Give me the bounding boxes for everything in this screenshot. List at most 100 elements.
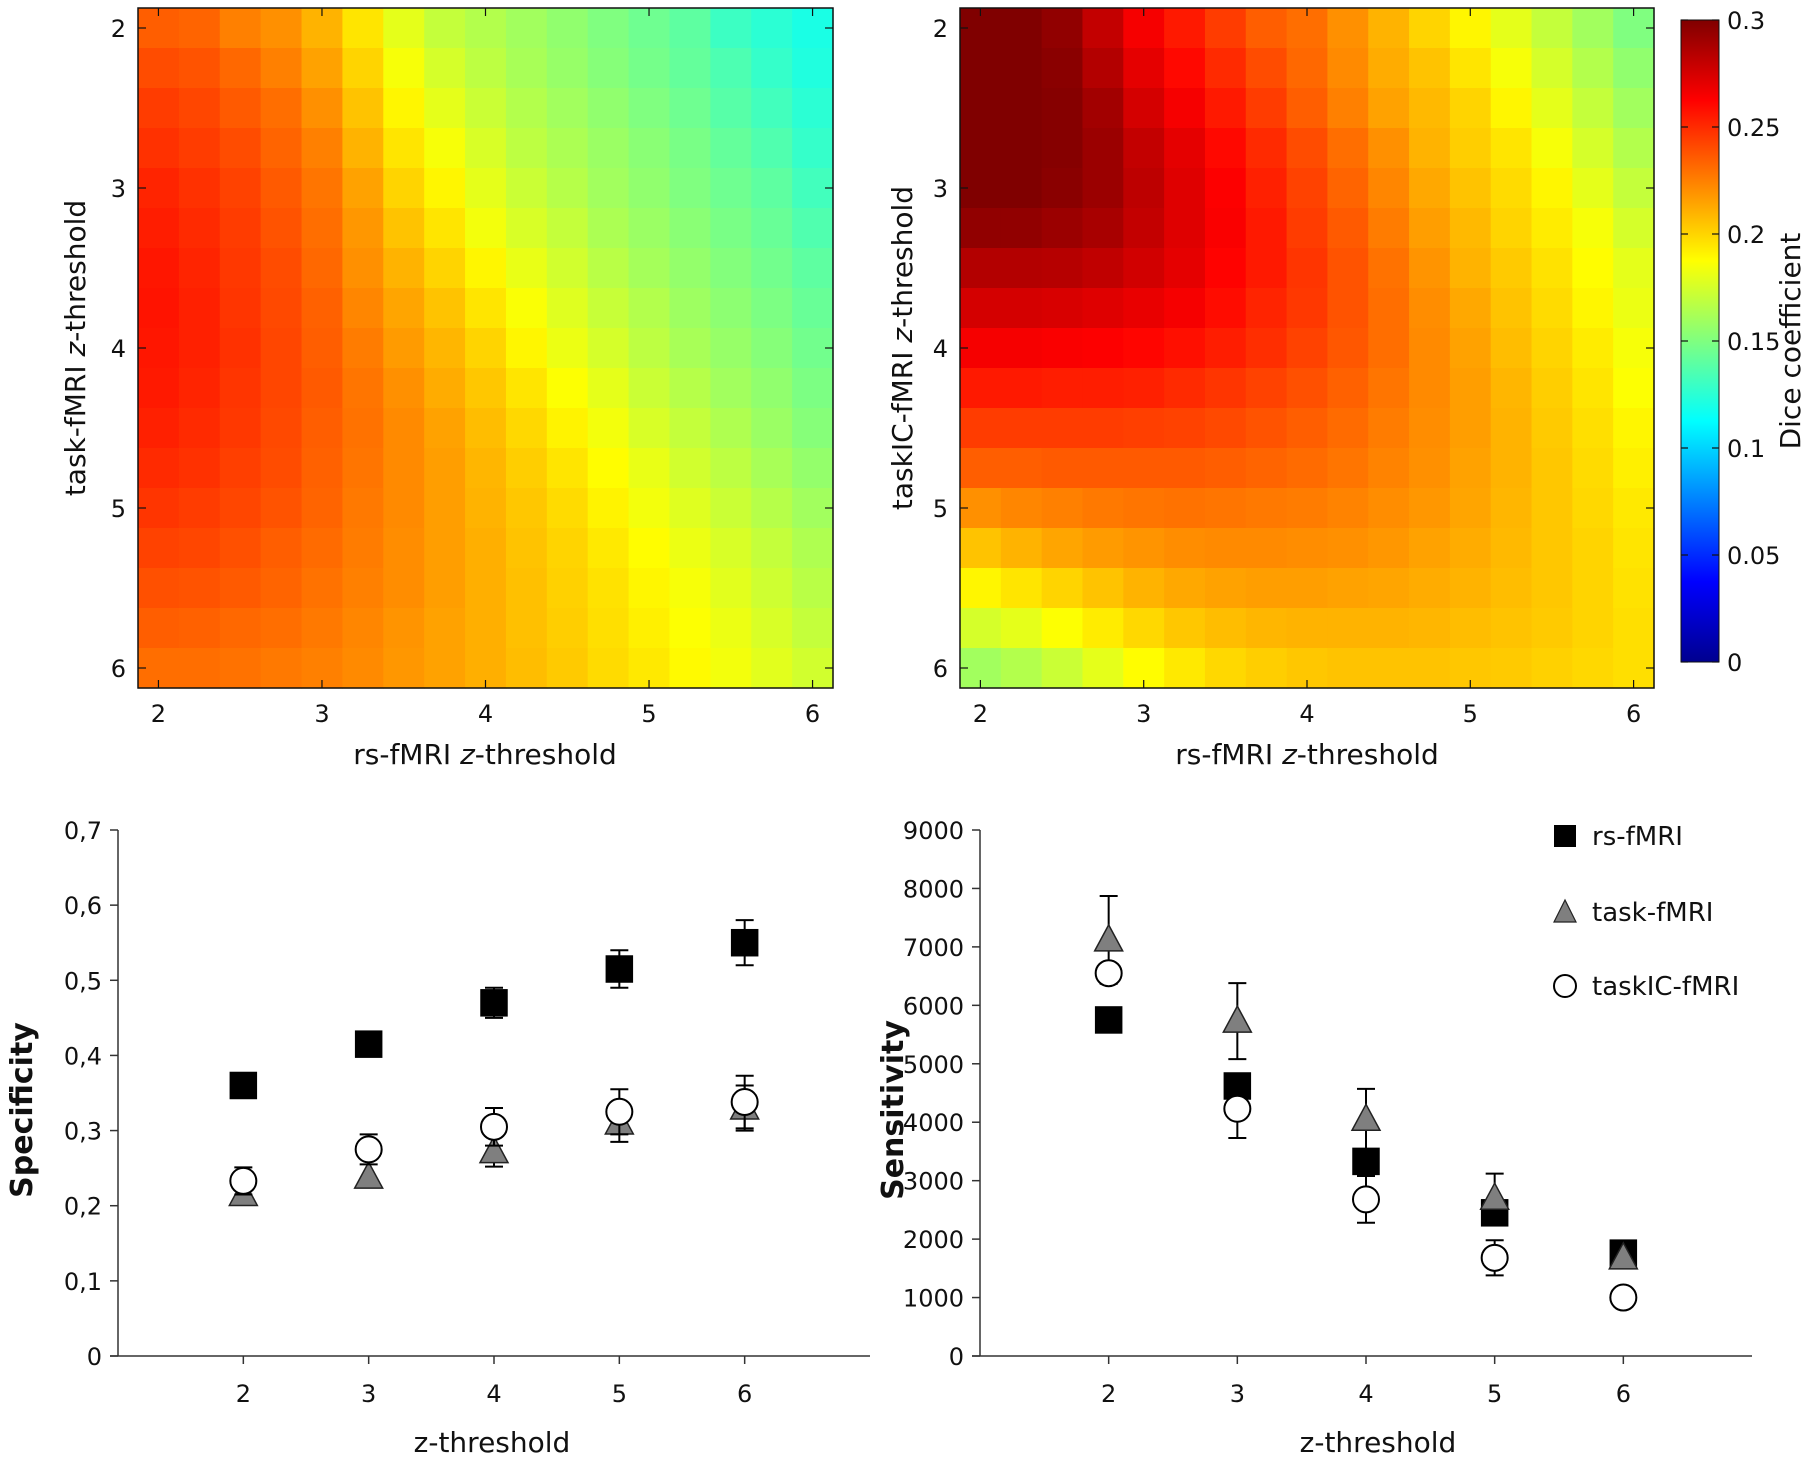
heatmap-cell <box>1409 528 1451 569</box>
heatmap-cell <box>751 248 793 289</box>
heatmap-cell <box>710 128 752 169</box>
heatmap-cell <box>1041 208 1084 249</box>
heatmap-cell <box>960 88 1002 129</box>
heatmap-cell <box>1572 248 1614 289</box>
chart-x-label: z-threshold <box>1300 1426 1457 1459</box>
heatmap-cell <box>1123 288 1165 329</box>
heatmap-cell <box>1245 648 1288 689</box>
heatmap-cell <box>424 208 466 249</box>
heatmap-cell <box>465 288 507 329</box>
heatmap-cell <box>1613 408 1655 449</box>
heatmap-cell <box>1041 168 1084 209</box>
heatmap-cell <box>669 648 711 689</box>
heatmap-cell <box>1327 128 1369 169</box>
heatmap-cell <box>1123 608 1165 649</box>
heatmap-cell <box>465 248 507 289</box>
colorbar-tick-label: 0.05 <box>1727 542 1780 570</box>
heatmap-cell <box>1082 248 1124 289</box>
heatmap-cell <box>587 208 630 249</box>
heatmap-cell <box>751 88 793 129</box>
series-rs-fMRI <box>229 919 759 1100</box>
heatmap-cell <box>1164 488 1206 529</box>
y-tick-label: 0,1 <box>64 1268 102 1296</box>
heatmap-cell <box>505 8 548 49</box>
heatmap-cell <box>1531 448 1573 489</box>
heatmap-cell <box>587 288 630 329</box>
heatmap-cell <box>1572 608 1614 649</box>
heatmap-cell <box>260 328 303 369</box>
heatmap-cell <box>1531 168 1573 209</box>
heatmap-cell <box>1409 48 1451 89</box>
colorbar-tick-label: 0.15 <box>1727 328 1780 356</box>
heatmap-cell <box>1409 288 1451 329</box>
heatmap-cell <box>669 128 711 169</box>
heatmap-cell <box>424 528 466 569</box>
heatmap-cell <box>178 48 221 89</box>
heatmap-cell <box>587 448 630 489</box>
heatmap-x-label: rs-fMRI z-threshold <box>1175 738 1439 771</box>
y-tick-label: 5 <box>111 495 126 523</box>
heatmap-cell <box>1327 408 1369 449</box>
heatmap-cell <box>301 608 344 649</box>
colorbar-ticks: 0 0.05 0.1 0.15 0.2 0.25 0.3 <box>1681 7 1780 677</box>
heatmap-cell <box>1082 168 1124 209</box>
heatmap-cell <box>628 168 671 209</box>
heatmap-cell <box>424 168 466 209</box>
heatmap-cell <box>1286 328 1329 369</box>
heatmap-cell <box>342 368 384 409</box>
x-tick-label: 3 <box>361 1380 376 1408</box>
heatmap-cell <box>628 608 671 649</box>
heatmap-cell <box>1572 368 1614 409</box>
heatmap-cell <box>587 248 630 289</box>
heatmap-cell <box>1204 8 1247 49</box>
heatmap-cell <box>1368 168 1410 209</box>
heatmap-cell <box>1082 208 1124 249</box>
heatmap-cell <box>1286 248 1329 289</box>
heatmap-cell <box>178 528 221 569</box>
heatmap-cell <box>1449 328 1492 369</box>
heatmap-cell <box>1368 288 1410 329</box>
chart-axes: 0 0,1 0,2 0,3 0,4 0,5 0,6 0,7 2 3 4 5 6 <box>64 817 870 1408</box>
heatmap-cell <box>1123 368 1165 409</box>
heatmap-cell <box>546 88 589 129</box>
heatmap-cell <box>1368 648 1410 689</box>
heatmap-cell <box>546 608 589 649</box>
heatmap-cell <box>1531 528 1573 569</box>
heatmap-cell <box>669 568 711 609</box>
heatmap-cell <box>301 48 344 89</box>
heatmap-cell <box>1041 328 1084 369</box>
heatmap-cell <box>1409 328 1451 369</box>
data-point <box>354 1030 383 1058</box>
heatmap-cell <box>1204 488 1247 529</box>
heatmap-cell <box>1327 48 1369 89</box>
heatmap-cell <box>383 8 425 49</box>
heatmap-cell <box>751 608 793 649</box>
heatmap-cell <box>1368 448 1410 489</box>
colorbar-tick-label: 0.3 <box>1727 7 1765 35</box>
heatmap-cell <box>383 648 425 689</box>
heatmap-cell <box>792 88 834 129</box>
heatmap-cell <box>1041 408 1084 449</box>
heatmap-cell <box>260 8 303 49</box>
heatmap-cell <box>1613 128 1655 169</box>
heatmap-cell <box>505 488 548 529</box>
heatmap-cell <box>1327 248 1369 289</box>
heatmap-cell <box>1327 488 1369 529</box>
heatmap-cell <box>1164 8 1206 49</box>
heatmap-cell <box>1041 288 1084 329</box>
heatmap-cell <box>1572 8 1614 49</box>
series-taskIC-fMRI <box>229 1074 759 1196</box>
heatmap-cell <box>1245 128 1288 169</box>
chart-marks <box>1093 895 1639 1312</box>
y-tick-label: 8000 <box>903 875 964 903</box>
data-point <box>480 1112 508 1141</box>
heatmap-cell <box>669 208 711 249</box>
heatmap-cell <box>669 488 711 529</box>
heatmap-cell <box>1082 408 1124 449</box>
heatmap-cell <box>751 488 793 529</box>
heatmap-cell <box>1245 408 1288 449</box>
heatmap-cell <box>1572 288 1614 329</box>
heatmap-cell <box>1613 368 1655 409</box>
heatmap-cell <box>383 368 425 409</box>
heatmap-cell <box>1572 568 1614 609</box>
